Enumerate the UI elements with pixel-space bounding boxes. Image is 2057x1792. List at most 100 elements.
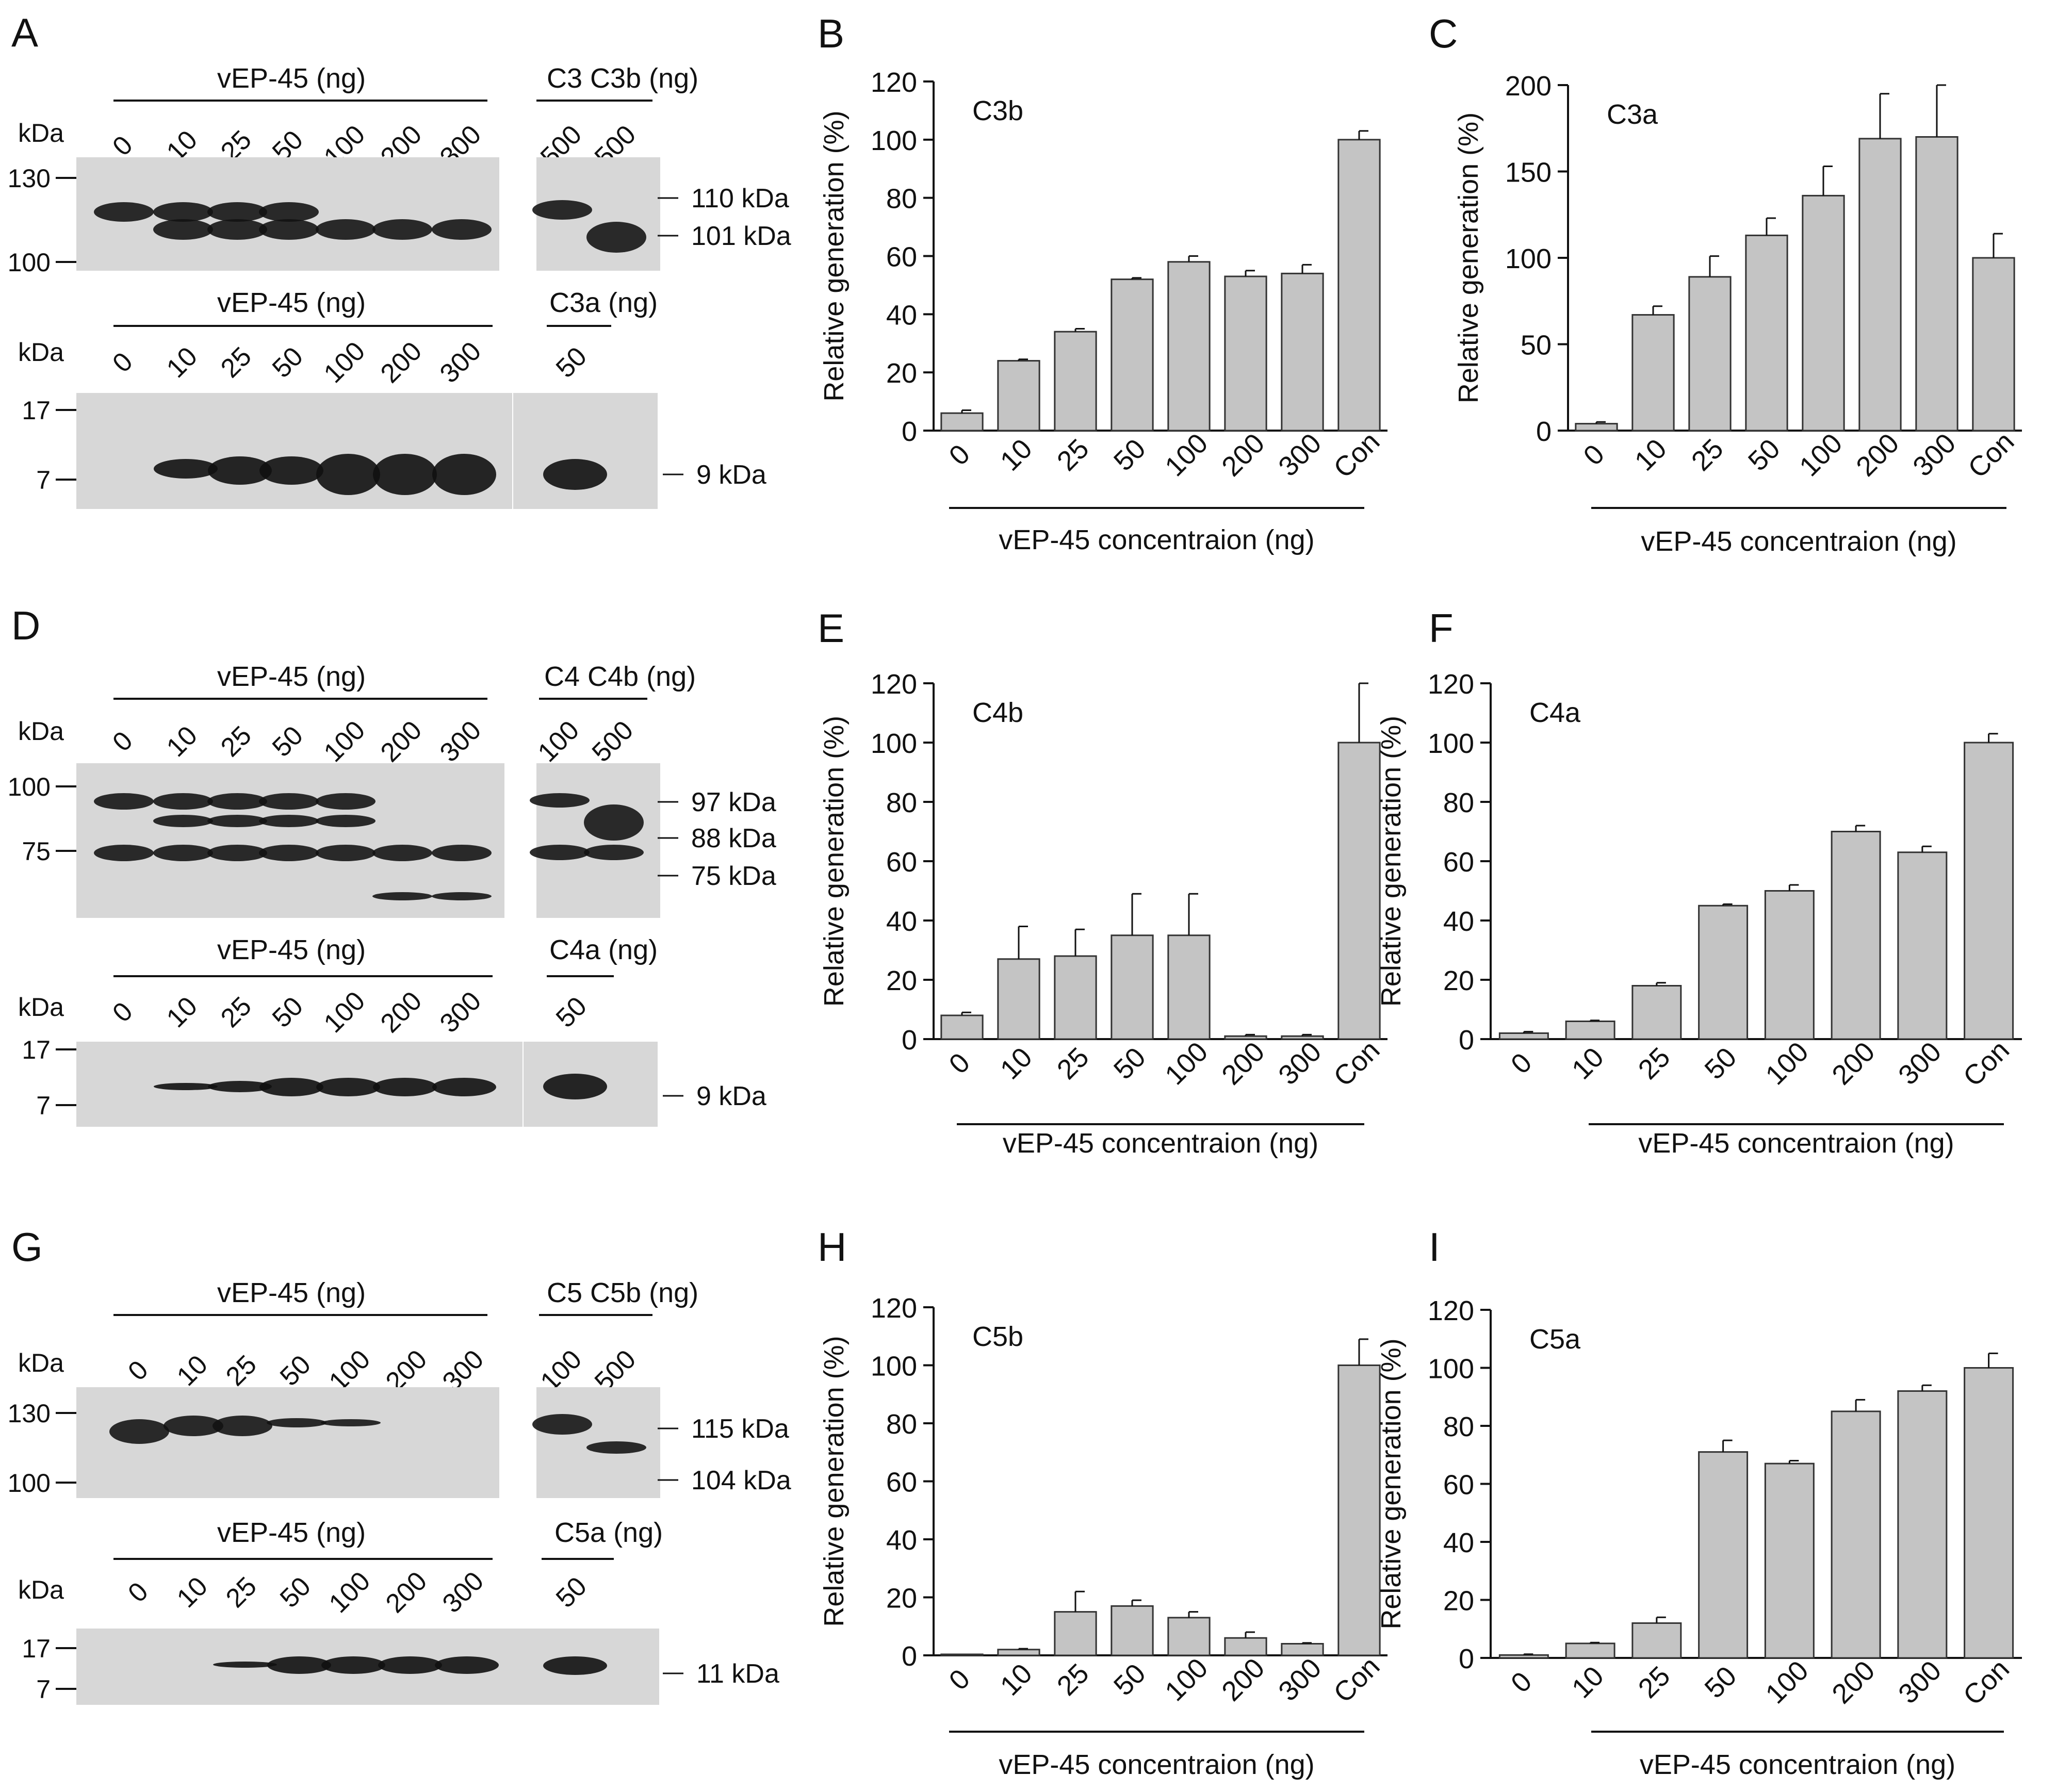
bar — [1281, 1643, 1324, 1656]
marker-label: 7 — [36, 466, 51, 495]
bar — [1631, 985, 1682, 1040]
x-tick-label: 300 — [1272, 428, 1327, 482]
x-tick-label: 25 — [1686, 433, 1729, 477]
lane-label: 50 — [274, 1350, 317, 1392]
x-tick-label: 25 — [1632, 1661, 1676, 1704]
band-size-label: 104 kDa — [691, 1466, 791, 1495]
y-tick-label: 60 — [1443, 847, 1474, 878]
bar — [1054, 331, 1097, 432]
x-axis-label: vEP-45 concentraion (ng) — [999, 524, 1314, 555]
bar — [1915, 136, 1958, 432]
lane-label: 300 — [437, 1566, 489, 1619]
y-tick-label: 120 — [1428, 1295, 1474, 1326]
x-tick-label: 25 — [1051, 1658, 1095, 1702]
bar — [1224, 1637, 1267, 1656]
control-lane-label: 50 — [550, 991, 593, 1033]
x-axis-label: vEP-45 concentraion (ng) — [1638, 1128, 1954, 1159]
protein-band — [259, 815, 319, 827]
y-tick-label: 60 — [886, 242, 917, 273]
lane-label: 10 — [161, 720, 203, 763]
protein-band — [532, 200, 592, 220]
bar — [1565, 1021, 1615, 1040]
x-tick-label: 300 — [1892, 1655, 1947, 1709]
lane-label: 0 — [107, 996, 138, 1028]
y-tick-label: 0 — [902, 1025, 917, 1056]
x-tick-label: Con — [1328, 426, 1385, 484]
bar — [1111, 934, 1154, 1040]
protein-band — [153, 219, 213, 240]
y-tick-label: 40 — [886, 300, 917, 331]
protein-band — [432, 454, 496, 495]
y-axis-label: Relative generation (%) — [1453, 112, 1484, 403]
x-tick-label: 50 — [1108, 433, 1152, 477]
x-tick-label: 200 — [1216, 1652, 1270, 1707]
y-tick-label: 20 — [1443, 1586, 1474, 1617]
chart-title: C4a — [1529, 697, 1581, 728]
bar — [1897, 851, 1948, 1040]
chart-title: C5b — [972, 1321, 1023, 1352]
x-tick-label: 300 — [1272, 1036, 1327, 1091]
y-tick-label: 80 — [886, 184, 917, 215]
x-tick-label: 200 — [1826, 1655, 1881, 1709]
lane-label: 25 — [220, 1571, 263, 1614]
x-tick-label: 50 — [1108, 1042, 1152, 1086]
x-tick-label: 100 — [1760, 1036, 1815, 1091]
bar — [1111, 278, 1154, 432]
protein-band — [164, 1416, 223, 1436]
lane-label: 100 — [318, 986, 371, 1039]
y-tick-label: 20 — [1443, 965, 1474, 996]
protein-band — [530, 793, 590, 808]
lane-label: 0 — [107, 347, 138, 378]
y-tick-label: 80 — [1443, 1411, 1474, 1442]
y-tick-label: 60 — [886, 1467, 917, 1498]
bar — [1631, 1622, 1682, 1659]
bar — [940, 412, 984, 432]
protein-band — [316, 793, 376, 810]
blot-membrane-control — [513, 393, 658, 509]
lane-label: 25 — [215, 341, 257, 384]
protein-band — [208, 456, 272, 485]
bar — [1337, 742, 1381, 1040]
chart-title: C4b — [972, 697, 1023, 728]
bar — [1831, 1410, 1881, 1659]
protein-band — [259, 845, 319, 861]
x-tick-label: 100 — [1760, 1655, 1815, 1709]
y-axis-label: Relative generation (%) — [819, 110, 850, 401]
panel-letter: E — [818, 605, 844, 651]
kda-label: kDa — [18, 717, 64, 746]
lane-label: 200 — [375, 715, 428, 768]
control-header: C4 C4b (ng) — [544, 661, 696, 692]
control-lane-label: 50 — [550, 341, 593, 384]
x-tick-label: 0 — [943, 1663, 976, 1696]
panel-letter: A — [11, 10, 38, 55]
lane-label: 200 — [380, 1566, 433, 1619]
x-tick-label: 25 — [1632, 1042, 1676, 1086]
lane-label: 300 — [434, 336, 487, 389]
protein-band — [321, 1419, 381, 1426]
panel-letter: G — [11, 1224, 43, 1270]
protein-band — [432, 1078, 496, 1096]
band-size-label: 88 kDa — [691, 824, 776, 853]
y-axis-label: Relative generation (%) — [819, 1336, 850, 1626]
bar — [1281, 272, 1324, 432]
lane-label: 0 — [122, 1576, 154, 1608]
control-header: C5a (ng) — [554, 1517, 663, 1548]
panel-letter: I — [1429, 1224, 1440, 1270]
lane-label: 10 — [161, 341, 203, 384]
bar — [940, 1014, 984, 1040]
x-tick-label: 0 — [943, 438, 976, 471]
band-size-label: 110 kDa — [691, 184, 789, 213]
protein-band — [373, 454, 437, 495]
lane-label: 200 — [375, 336, 428, 389]
bar — [1054, 1611, 1097, 1656]
protein-band — [109, 1419, 169, 1444]
protein-band — [259, 793, 319, 810]
bar — [1745, 234, 1788, 432]
protein-band — [94, 793, 154, 810]
blot-membrane-control — [536, 763, 660, 918]
y-tick-label: 0 — [1459, 1643, 1474, 1674]
x-axis-label: vEP-45 concentraion (ng) — [999, 1749, 1314, 1780]
